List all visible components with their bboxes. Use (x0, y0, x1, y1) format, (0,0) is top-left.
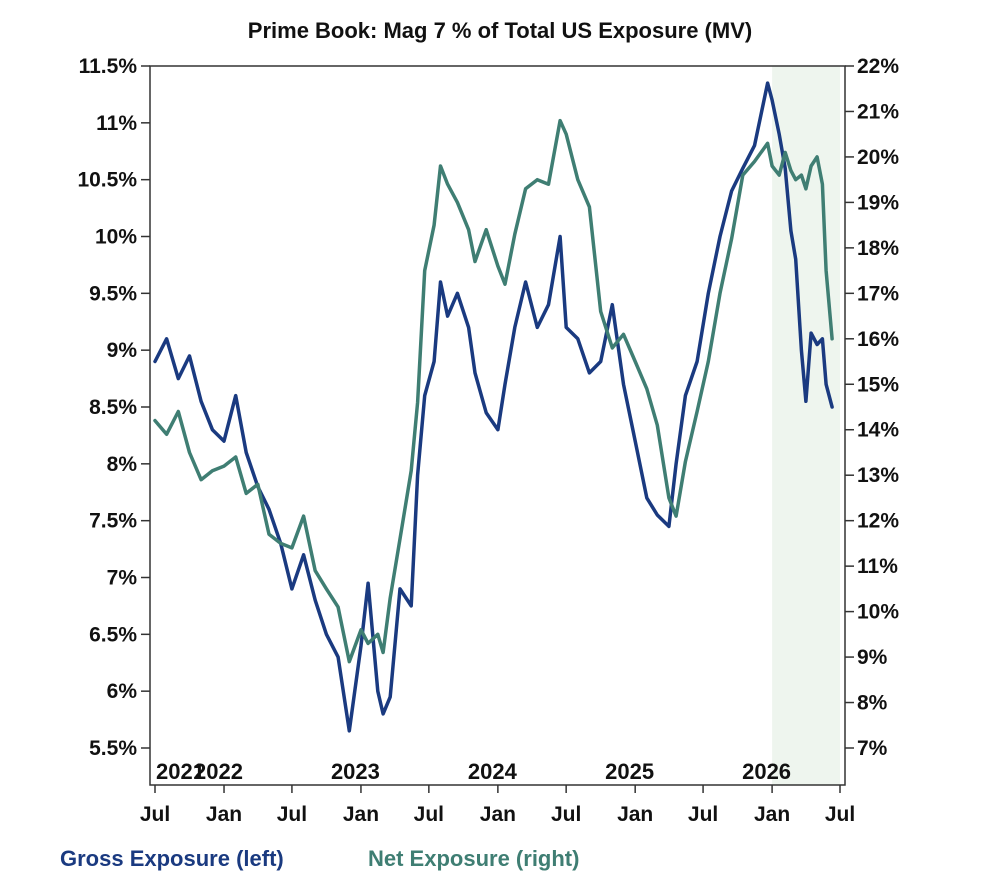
x-axis-tick-label: Jan (754, 803, 790, 826)
x-axis-tick-label: Jul (414, 803, 444, 826)
x-axis-tick-label: Jul (277, 803, 307, 826)
right-axis-tick-label: 19% (857, 191, 899, 214)
right-axis-tick-label: 12% (857, 510, 899, 533)
x-axis-tick-label: Jul (688, 803, 718, 826)
right-axis-tick-label: 21% (857, 100, 899, 123)
series-net-exposure-line (153, 118, 834, 664)
year-label: 2025 (605, 759, 654, 784)
x-axis-tick-label: Jul (140, 803, 170, 826)
chart-title: Prime Book: Mag 7 % of Total US Exposure… (248, 18, 752, 43)
left-axis-tick-label: 8.5% (89, 396, 137, 419)
right-axis-tick-label: 10% (857, 601, 899, 624)
legend-gross-exposure: Gross Exposure (left) (60, 846, 284, 871)
right-axis-tick-label: 8% (857, 692, 888, 715)
axis-layer: 5.5% 6% 6.5% 7% 7.5% 8% 8.5% 9% 9.5% 10% 10.5% 11% 1… (77, 55, 899, 826)
left-axis-tick-label: 5.5% (89, 737, 137, 760)
series-gross-exposure-line (153, 81, 834, 733)
legend-net-exposure: Net Exposure (right) (368, 846, 579, 871)
left-axis-tick-label: 9% (107, 339, 138, 362)
right-axis-tick-label: 17% (857, 282, 899, 305)
year-label: 2021 (156, 759, 205, 784)
left-axis-tick-label: 10.5% (77, 169, 137, 192)
right-axis-tick-label: 22% (857, 55, 899, 78)
right-axis-tick-label: 14% (857, 419, 899, 442)
x-axis-tick-label: Jan (343, 803, 379, 826)
right-axis-tick-label: 9% (857, 646, 888, 669)
right-axis-tick-label: 18% (857, 237, 899, 260)
year-label: 2022 (194, 759, 243, 784)
left-axis-tick-label: 7% (107, 567, 138, 590)
x-axis-tick-label: Jan (206, 803, 242, 826)
right-axis-tick-label: 15% (857, 373, 899, 396)
right-axis-tick-label: 11% (857, 555, 898, 578)
right-axis-tick-label: 20% (857, 146, 899, 169)
left-axis-tick-label: 9.5% (89, 282, 137, 305)
left-axis-tick-label: 7.5% (89, 510, 137, 533)
right-axis-tick-label: 7% (857, 737, 888, 760)
year-label: 2024 (468, 759, 518, 784)
series-layer (153, 81, 834, 733)
x-axis-tick-label: Jan (480, 803, 516, 826)
left-axis-tick-label: 11% (96, 112, 137, 135)
left-axis-tick-label: 6.5% (89, 623, 137, 646)
right-axis-tick-label: 16% (857, 328, 899, 351)
left-axis-tick-label: 11.5% (79, 55, 138, 78)
x-axis-tick-label: Jan (617, 803, 653, 826)
x-axis-tick-label: Jul (551, 803, 581, 826)
shaded-region-2026 (772, 66, 840, 785)
year-label: 2026 (742, 759, 791, 784)
x-axis-tick-label: Jul (825, 803, 855, 826)
right-axis-tick-label: 13% (857, 464, 899, 487)
left-axis-tick-label: 6% (107, 680, 138, 703)
left-axis-tick-label: 8% (107, 453, 138, 476)
year-label: 2023 (331, 759, 380, 784)
left-axis-tick-label: 10% (95, 226, 137, 249)
